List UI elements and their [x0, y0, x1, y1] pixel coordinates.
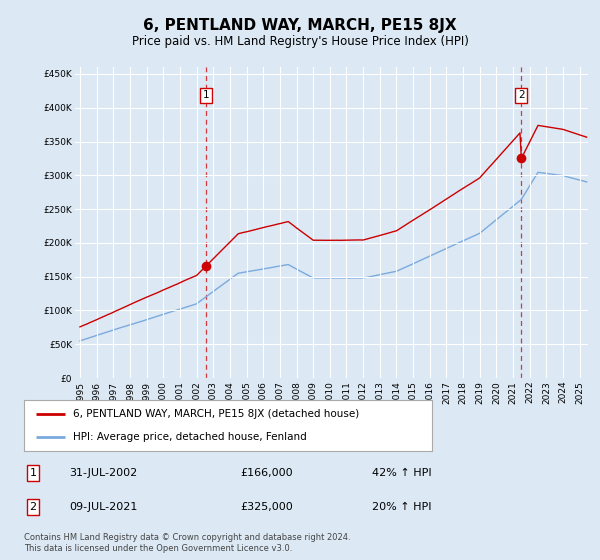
Text: £325,000: £325,000 — [240, 502, 293, 512]
Text: 31-JUL-2002: 31-JUL-2002 — [69, 468, 137, 478]
Text: 20% ↑ HPI: 20% ↑ HPI — [372, 502, 431, 512]
Text: 1: 1 — [29, 468, 37, 478]
Text: 42% ↑ HPI: 42% ↑ HPI — [372, 468, 431, 478]
Text: HPI: Average price, detached house, Fenland: HPI: Average price, detached house, Fenl… — [73, 432, 307, 442]
Text: 2: 2 — [29, 502, 37, 512]
Text: 6, PENTLAND WAY, MARCH, PE15 8JX: 6, PENTLAND WAY, MARCH, PE15 8JX — [143, 18, 457, 32]
Text: Contains HM Land Registry data © Crown copyright and database right 2024.
This d: Contains HM Land Registry data © Crown c… — [24, 534, 350, 553]
Text: 1: 1 — [203, 90, 209, 100]
Text: £166,000: £166,000 — [240, 468, 293, 478]
Text: 2: 2 — [518, 90, 524, 100]
Text: Price paid vs. HM Land Registry's House Price Index (HPI): Price paid vs. HM Land Registry's House … — [131, 35, 469, 49]
Text: 6, PENTLAND WAY, MARCH, PE15 8JX (detached house): 6, PENTLAND WAY, MARCH, PE15 8JX (detach… — [73, 409, 359, 419]
Text: 09-JUL-2021: 09-JUL-2021 — [69, 502, 137, 512]
